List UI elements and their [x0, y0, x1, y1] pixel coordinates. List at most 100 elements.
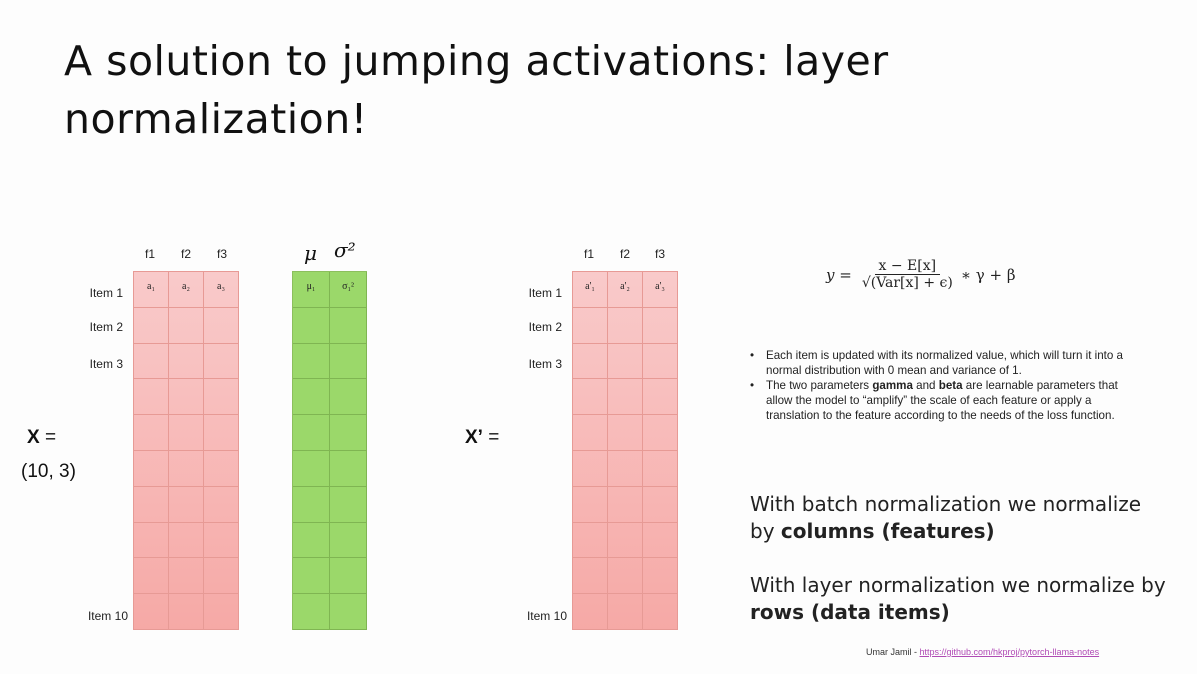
- row-label-item-10: Item 10: [526, 609, 567, 623]
- stats-cell: [330, 415, 367, 451]
- formula-numerator: x − E[x]: [874, 258, 941, 275]
- matrix-cell: [573, 594, 608, 630]
- layer-norm-text: With layer normalization we normalize by: [750, 573, 1166, 597]
- matrix-cell: [573, 558, 608, 595]
- matrix-cell: [134, 522, 169, 559]
- layer-norm-formula: y = x − E[x] √(Var[x] + ϵ) ∗ γ + β: [826, 258, 1016, 291]
- matrix-x-prime-label: X’ =: [465, 427, 499, 449]
- row-label-item-2: Item 2: [528, 320, 562, 334]
- matrix-cell: [643, 307, 678, 344]
- row-label-item-2: Item 2: [89, 320, 123, 334]
- matrix-cell: [608, 486, 643, 523]
- matrix-cell: [608, 558, 643, 595]
- column-header-f3: f3: [655, 247, 666, 261]
- matrix-x-prime-grid: a'₁ a'₂ a'₃: [572, 271, 678, 630]
- stats-cell: [330, 307, 367, 344]
- matrix-cell: [608, 379, 643, 416]
- matrix-cell: [643, 450, 678, 487]
- layer-norm-emphasis: rows (data items): [750, 600, 950, 624]
- matrix-x-equals: =: [44, 427, 57, 448]
- matrix-x-grid: a₁ a₂ a₃: [133, 271, 239, 630]
- matrix-cell: a'₃: [643, 272, 678, 308]
- matrix-cell: [204, 522, 239, 559]
- matrix-cell: [608, 415, 643, 451]
- matrix-cell: [643, 522, 678, 559]
- matrix-cell: [573, 415, 608, 451]
- matrix-cell: [169, 486, 204, 523]
- bullet-text: and: [912, 379, 939, 392]
- matrix-x-prime-equals: =: [488, 427, 500, 448]
- matrix-cell: [643, 558, 678, 595]
- matrix-cell: [134, 415, 169, 451]
- footer-author: Umar Jamil -: [866, 647, 920, 657]
- matrix-cell: [573, 522, 608, 559]
- stats-cell: [293, 415, 330, 451]
- matrix-cell: [643, 415, 678, 451]
- matrix-cell: a'₂: [608, 272, 643, 308]
- column-header-f2: f2: [620, 247, 631, 261]
- matrix-cell: [134, 594, 169, 630]
- matrix-cell: [204, 594, 239, 630]
- footer-link[interactable]: https://github.com/hkproj/pytorch-llama-…: [919, 647, 1100, 657]
- matrix-cell: a₂: [169, 272, 204, 308]
- matrix-cell: a₁: [134, 272, 169, 308]
- formula-rhs: ∗ γ + β: [960, 265, 1016, 284]
- bullet-normalization: Each item is updated with its normalized…: [748, 348, 1128, 378]
- batch-norm-emphasis: columns (features): [780, 519, 995, 543]
- matrix-cell: [573, 450, 608, 487]
- matrix-cell: [169, 343, 204, 380]
- matrix-cell: [169, 450, 204, 487]
- stats-grid: μ₁ σ₁²: [292, 271, 367, 630]
- column-header-f2: f2: [181, 247, 192, 261]
- matrix-cell: [134, 450, 169, 487]
- matrix-cell: [643, 594, 678, 630]
- bullet-normalization-text: Each item is updated with its normalized…: [766, 349, 1123, 377]
- stats-cell: σ₁²: [330, 272, 367, 308]
- footer-credit: Umar Jamil - https://github.com/hkproj/p…: [866, 647, 1099, 657]
- matrix-cell: [608, 450, 643, 487]
- matrix-x-shape: (10, 3): [21, 461, 76, 482]
- row-label-item-3: Item 3: [528, 357, 562, 371]
- matrix-cell: [643, 379, 678, 416]
- matrix-cell: [134, 558, 169, 595]
- matrix-cell: [608, 522, 643, 559]
- stats-cell: [293, 450, 330, 487]
- matrix-cell: [169, 522, 204, 559]
- mu-header: μ: [304, 241, 317, 265]
- matrix-cell: [573, 486, 608, 523]
- formula-denominator: √(Var[x] + ϵ): [861, 275, 953, 291]
- beta-term: beta: [938, 379, 963, 392]
- matrix-cell: [204, 486, 239, 523]
- stats-cell: [330, 379, 367, 416]
- stats-cell: [330, 558, 367, 595]
- slide-title: A solution to jumping activations: layer…: [64, 37, 889, 143]
- matrix-x-label: X =: [27, 427, 56, 449]
- matrix-cell: [169, 307, 204, 344]
- stats-cell: [330, 486, 367, 523]
- stats-cell: [293, 486, 330, 523]
- matrix-cell: [204, 450, 239, 487]
- matrix-cell: [134, 486, 169, 523]
- batch-norm-text: With batch normalization we normalize by: [750, 492, 1142, 543]
- row-label-item-1: Item 1: [528, 286, 562, 300]
- matrix-cell: [643, 343, 678, 380]
- stats-cell: [293, 522, 330, 559]
- formula-lhs: y =: [826, 265, 852, 284]
- matrix-cell: a₃: [204, 272, 239, 308]
- batch-norm-note: With batch normalization we normalize by…: [750, 491, 1170, 545]
- stats-cell: [330, 522, 367, 559]
- matrix-cell: [204, 343, 239, 380]
- stats-cell: [293, 379, 330, 416]
- matrix-cell: [169, 379, 204, 416]
- matrix-cell: [204, 379, 239, 416]
- column-header-f1: f1: [584, 247, 595, 261]
- row-label-item-3: Item 3: [89, 357, 123, 371]
- matrix-cell: [608, 594, 643, 630]
- matrix-cell: [134, 307, 169, 344]
- matrix-cell: [169, 558, 204, 595]
- matrix-cell: [608, 307, 643, 344]
- stats-cell: [293, 594, 330, 630]
- stats-cell: [293, 558, 330, 595]
- bullet-text: are learnable parameters that allow the …: [766, 379, 1118, 422]
- stats-cell: [293, 343, 330, 380]
